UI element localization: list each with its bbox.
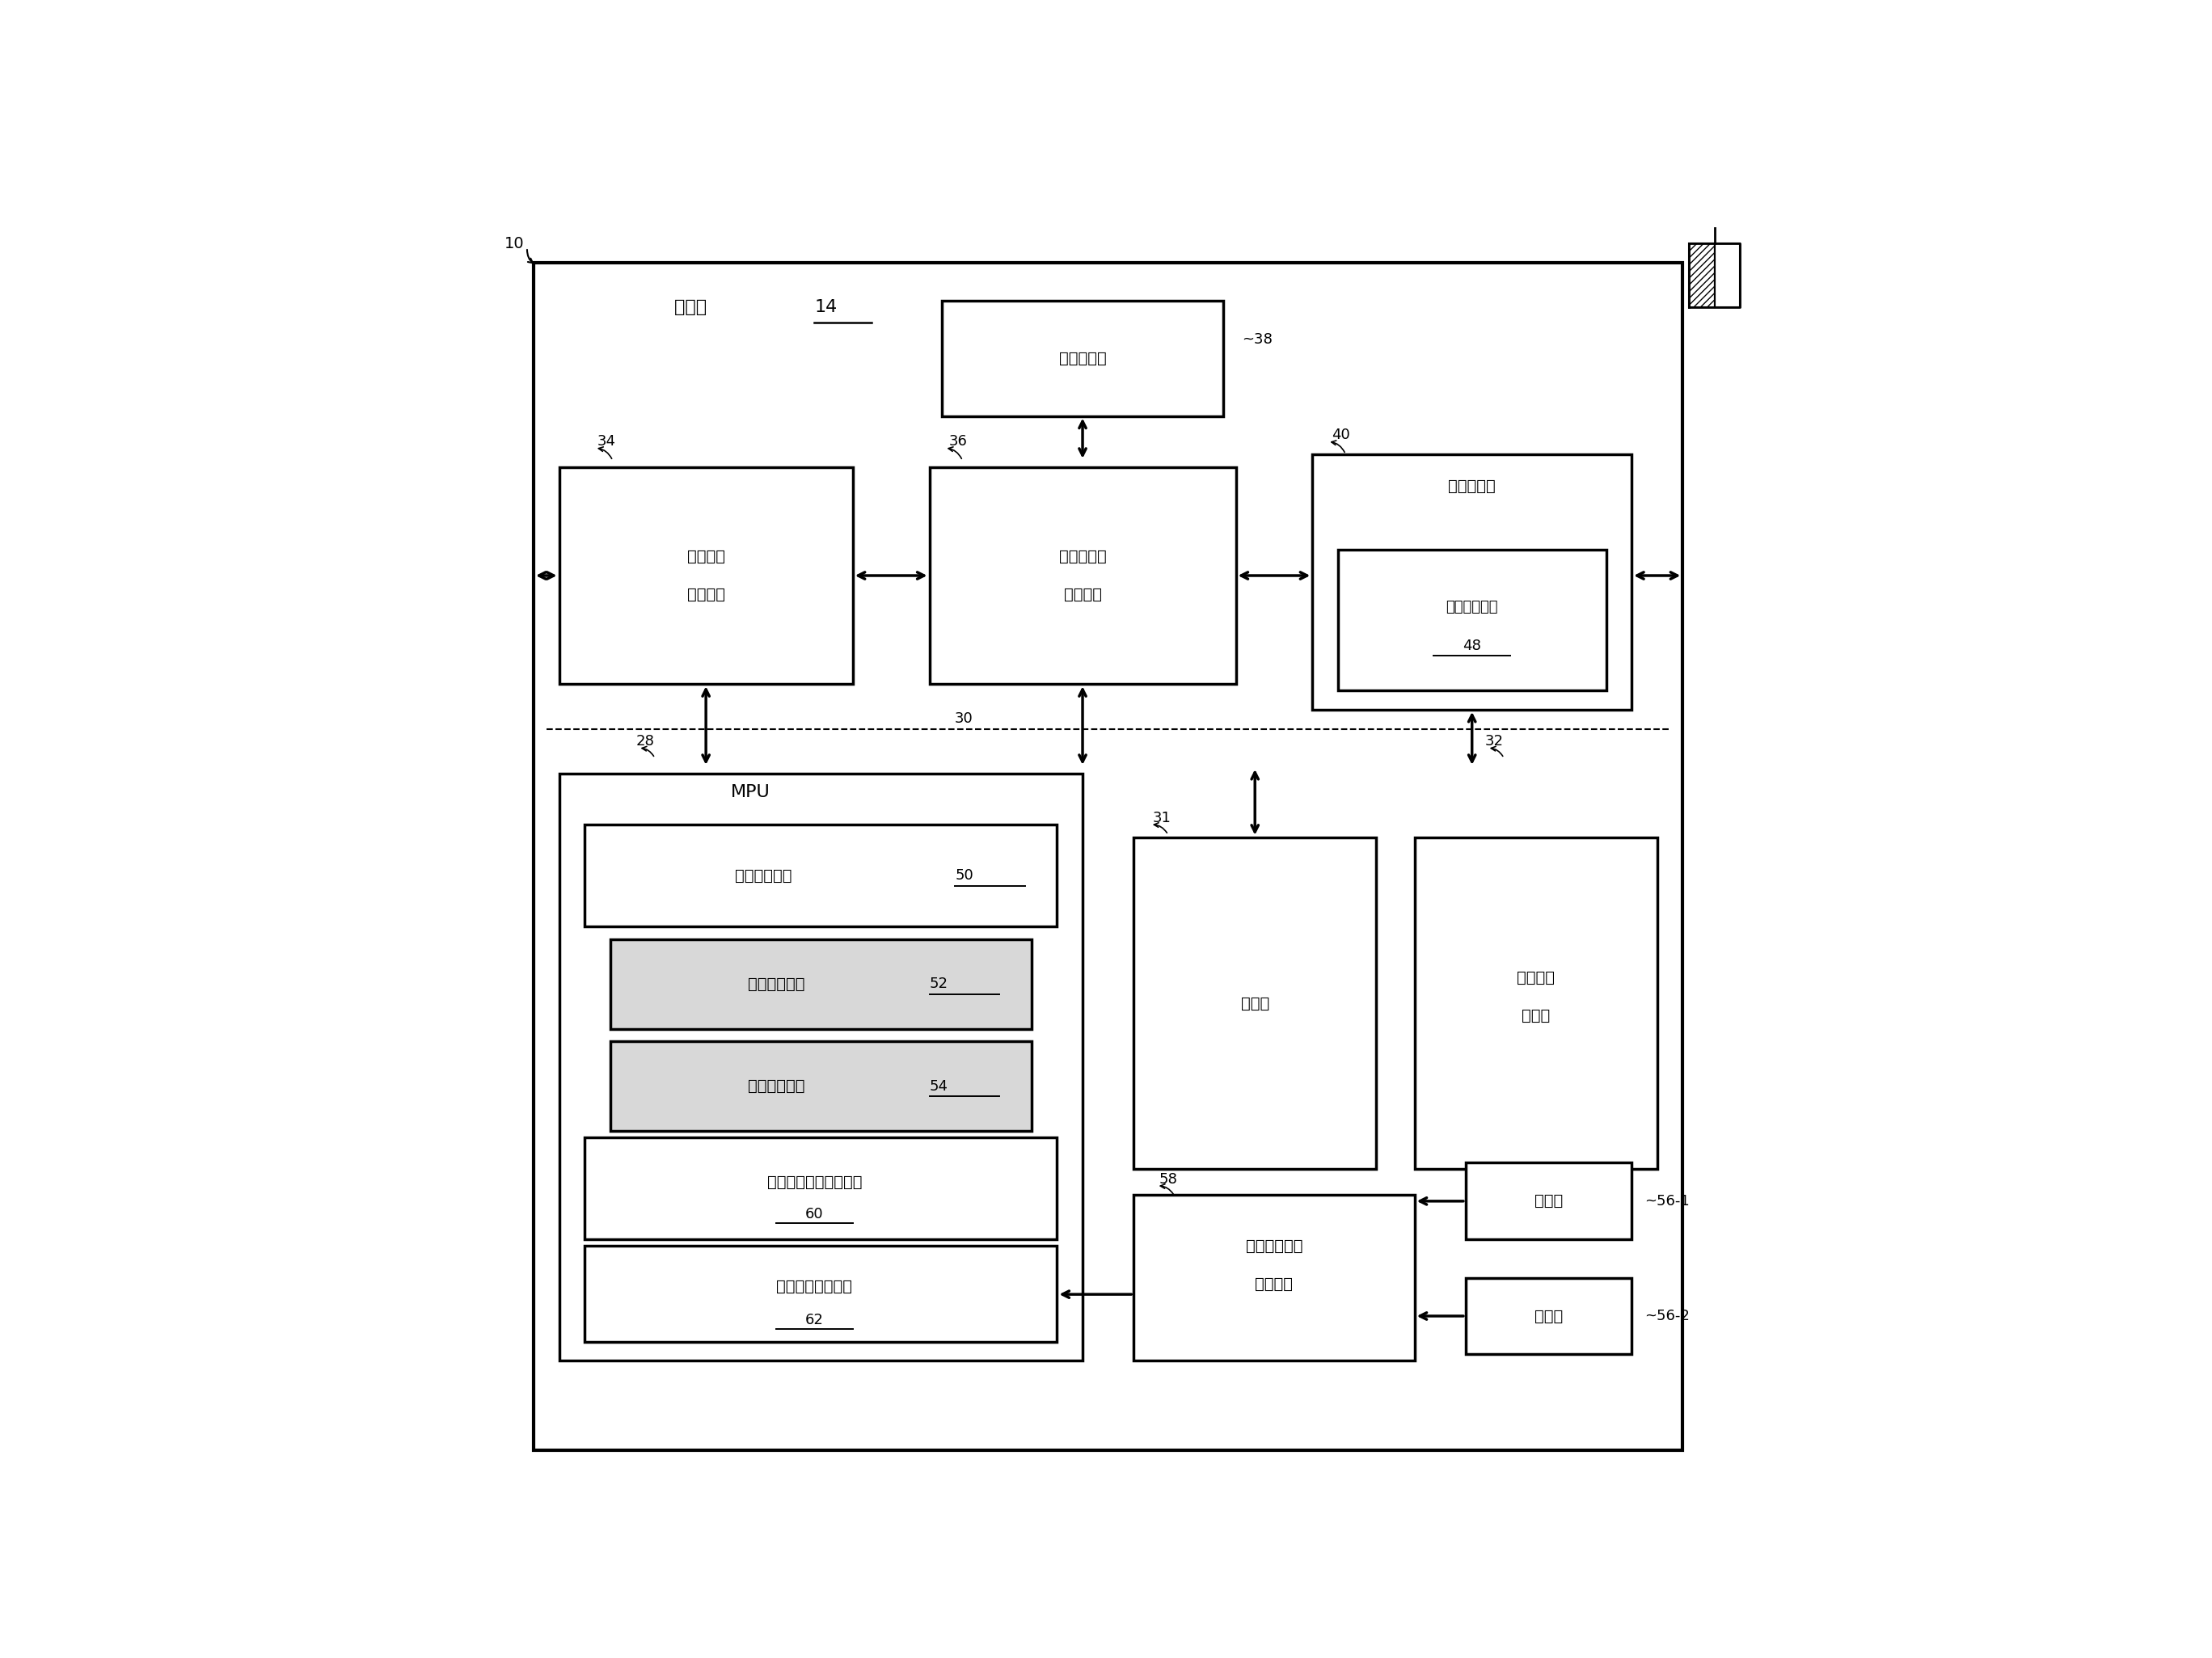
Bar (611, 940, 1031, 1028)
Text: 传感器: 传感器 (1535, 1194, 1564, 1209)
Text: 补偿控制切换单元: 补偿控制切换单元 (776, 1278, 852, 1295)
Text: 58: 58 (1159, 1172, 1177, 1187)
Text: 52: 52 (929, 977, 949, 991)
Text: 50: 50 (956, 869, 973, 882)
Text: 54: 54 (929, 1079, 949, 1094)
Text: 40: 40 (1332, 428, 1349, 443)
Text: 微调控制单元: 微调控制单元 (748, 1079, 805, 1094)
Text: 存储器: 存储器 (1241, 995, 1270, 1011)
Text: 旋转扰动补偿控制单元: 旋转扰动补偿控制单元 (768, 1174, 863, 1190)
Text: 60: 60 (805, 1207, 823, 1222)
Bar (584, 1137, 1057, 1240)
Text: 主机接口: 主机接口 (688, 549, 726, 564)
Bar (1133, 1195, 1413, 1361)
Bar (1312, 454, 1632, 710)
Text: 传感器: 传感器 (1535, 1308, 1564, 1323)
Text: 31: 31 (1152, 811, 1172, 826)
Bar (1467, 1278, 1632, 1355)
Bar (560, 468, 854, 685)
Text: 缓冲存储器: 缓冲存储器 (1060, 549, 1106, 564)
Bar (1467, 1162, 1632, 1240)
Bar (1413, 837, 1657, 1169)
Text: ~38: ~38 (1243, 332, 1272, 347)
Bar (1133, 837, 1376, 1169)
Bar (1690, 244, 1714, 307)
Text: ~56-1: ~56-1 (1644, 1194, 1690, 1209)
Text: 位置检测单元: 位置检测单元 (1447, 600, 1498, 615)
Text: 32: 32 (1484, 734, 1504, 749)
Bar (560, 773, 1082, 1361)
Text: 粗调控制单元: 粗调控制单元 (748, 977, 805, 991)
Text: 控制板: 控制板 (675, 300, 712, 315)
Bar (584, 1245, 1057, 1341)
Bar (942, 302, 1223, 416)
Text: 34: 34 (597, 434, 615, 449)
Text: 存储器: 存储器 (1522, 1008, 1551, 1023)
Text: MPU: MPU (730, 784, 770, 801)
Text: 旋转扰动振动: 旋转扰动振动 (1245, 1239, 1303, 1253)
Text: 48: 48 (1462, 638, 1482, 653)
Text: 10: 10 (504, 235, 524, 252)
Text: 硬盘控制器: 硬盘控制器 (1449, 479, 1495, 494)
Text: 非易失性: 非易失性 (1517, 970, 1555, 985)
Text: 控制单元: 控制单元 (688, 587, 726, 602)
Text: 62: 62 (805, 1313, 823, 1326)
Bar (611, 1041, 1031, 1131)
Text: 30: 30 (956, 711, 973, 726)
Bar (1714, 244, 1741, 307)
Text: 寻道控制单元: 寻道控制单元 (734, 867, 792, 884)
Text: 28: 28 (635, 734, 655, 749)
Bar (929, 468, 1237, 685)
Text: 36: 36 (949, 434, 967, 449)
Text: 控制单元: 控制单元 (1064, 587, 1102, 602)
Text: 检测单元: 检测单元 (1254, 1277, 1294, 1292)
Text: 缓冲存储器: 缓冲存储器 (1060, 351, 1106, 366)
Bar (1338, 550, 1606, 690)
Text: 14: 14 (814, 300, 838, 315)
Bar (584, 824, 1057, 927)
Text: ~56-2: ~56-2 (1644, 1308, 1690, 1323)
